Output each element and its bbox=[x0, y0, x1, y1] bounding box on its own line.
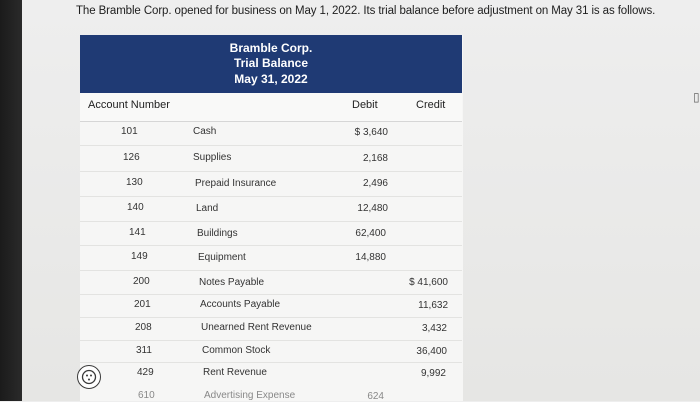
account-name: Land bbox=[196, 203, 219, 214]
account-name: Common Stock bbox=[202, 345, 271, 356]
account-name: Unearned Rent Revenue bbox=[201, 322, 312, 333]
account-name: Buildings bbox=[197, 228, 238, 239]
statement-date: May 31, 2022 bbox=[234, 72, 308, 86]
credit-header: Credit bbox=[416, 99, 446, 111]
account-name: Accounts Payable bbox=[200, 299, 281, 310]
row-divider bbox=[80, 317, 462, 318]
credit-amount: 11,632 bbox=[418, 300, 448, 311]
debit-amount: 624 bbox=[367, 391, 384, 402]
help-circle-icon[interactable] bbox=[77, 365, 101, 389]
account-name: Equipment bbox=[198, 252, 246, 263]
row-divider bbox=[80, 171, 462, 172]
account-number: 208 bbox=[135, 322, 152, 333]
column-header-row bbox=[80, 93, 462, 122]
account-number: 149 bbox=[131, 251, 148, 262]
row-divider bbox=[80, 294, 462, 295]
row-divider bbox=[80, 196, 462, 197]
account-number: 126 bbox=[123, 152, 140, 163]
account-number: 201 bbox=[134, 299, 151, 310]
row-divider bbox=[80, 340, 462, 341]
account-name: Advertising Expense bbox=[204, 390, 296, 401]
account-name: Rent Revenue bbox=[203, 367, 267, 378]
debit-header: Debit bbox=[352, 99, 378, 111]
account-name: Prepaid Insurance bbox=[195, 178, 277, 189]
problem-intro-text: The Bramble Corp. opened for business on… bbox=[76, 5, 656, 17]
credit-amount: 3,432 bbox=[421, 323, 447, 334]
account-number: 200 bbox=[133, 276, 150, 287]
left-dark-edge bbox=[0, 0, 22, 401]
row-divider bbox=[80, 245, 462, 246]
account-number: 429 bbox=[137, 367, 154, 378]
credit-amount: 36,400 bbox=[416, 346, 447, 357]
account-number: 311 bbox=[136, 345, 152, 356]
debit-amount: 14,880 bbox=[355, 252, 386, 263]
account-number: 610 bbox=[138, 390, 155, 401]
row-divider bbox=[80, 270, 462, 271]
account-name: Cash bbox=[193, 126, 217, 137]
credit-amount: $ 41,600 bbox=[409, 277, 448, 288]
row-divider bbox=[80, 362, 462, 363]
account-name: Notes Payable bbox=[199, 277, 265, 288]
edge-artifact-icon: ▯ bbox=[693, 90, 700, 104]
trial-balance-header: Bramble Corp. Trial Balance May 31, 2022 bbox=[80, 35, 462, 93]
account-number: 140 bbox=[127, 202, 144, 213]
account-number: 130 bbox=[126, 177, 143, 188]
credit-amount: 9,992 bbox=[420, 368, 446, 379]
debit-amount: 2,168 bbox=[362, 153, 388, 164]
account-number: 141 bbox=[129, 227, 146, 238]
debit-amount: 12,480 bbox=[357, 203, 388, 214]
debit-amount: 62,400 bbox=[355, 228, 386, 239]
company-name: Bramble Corp. bbox=[229, 41, 313, 55]
statement-title: Trial Balance bbox=[233, 56, 309, 70]
row-divider bbox=[80, 145, 462, 146]
account-number-header: Account Number bbox=[88, 99, 170, 111]
row-divider bbox=[80, 221, 462, 222]
account-name: Supplies bbox=[193, 152, 232, 163]
account-number: 101 bbox=[121, 126, 138, 137]
debit-amount: $ 3,640 bbox=[354, 127, 388, 138]
help-glyph-icon bbox=[81, 369, 97, 385]
debit-amount: 2,496 bbox=[362, 178, 388, 189]
